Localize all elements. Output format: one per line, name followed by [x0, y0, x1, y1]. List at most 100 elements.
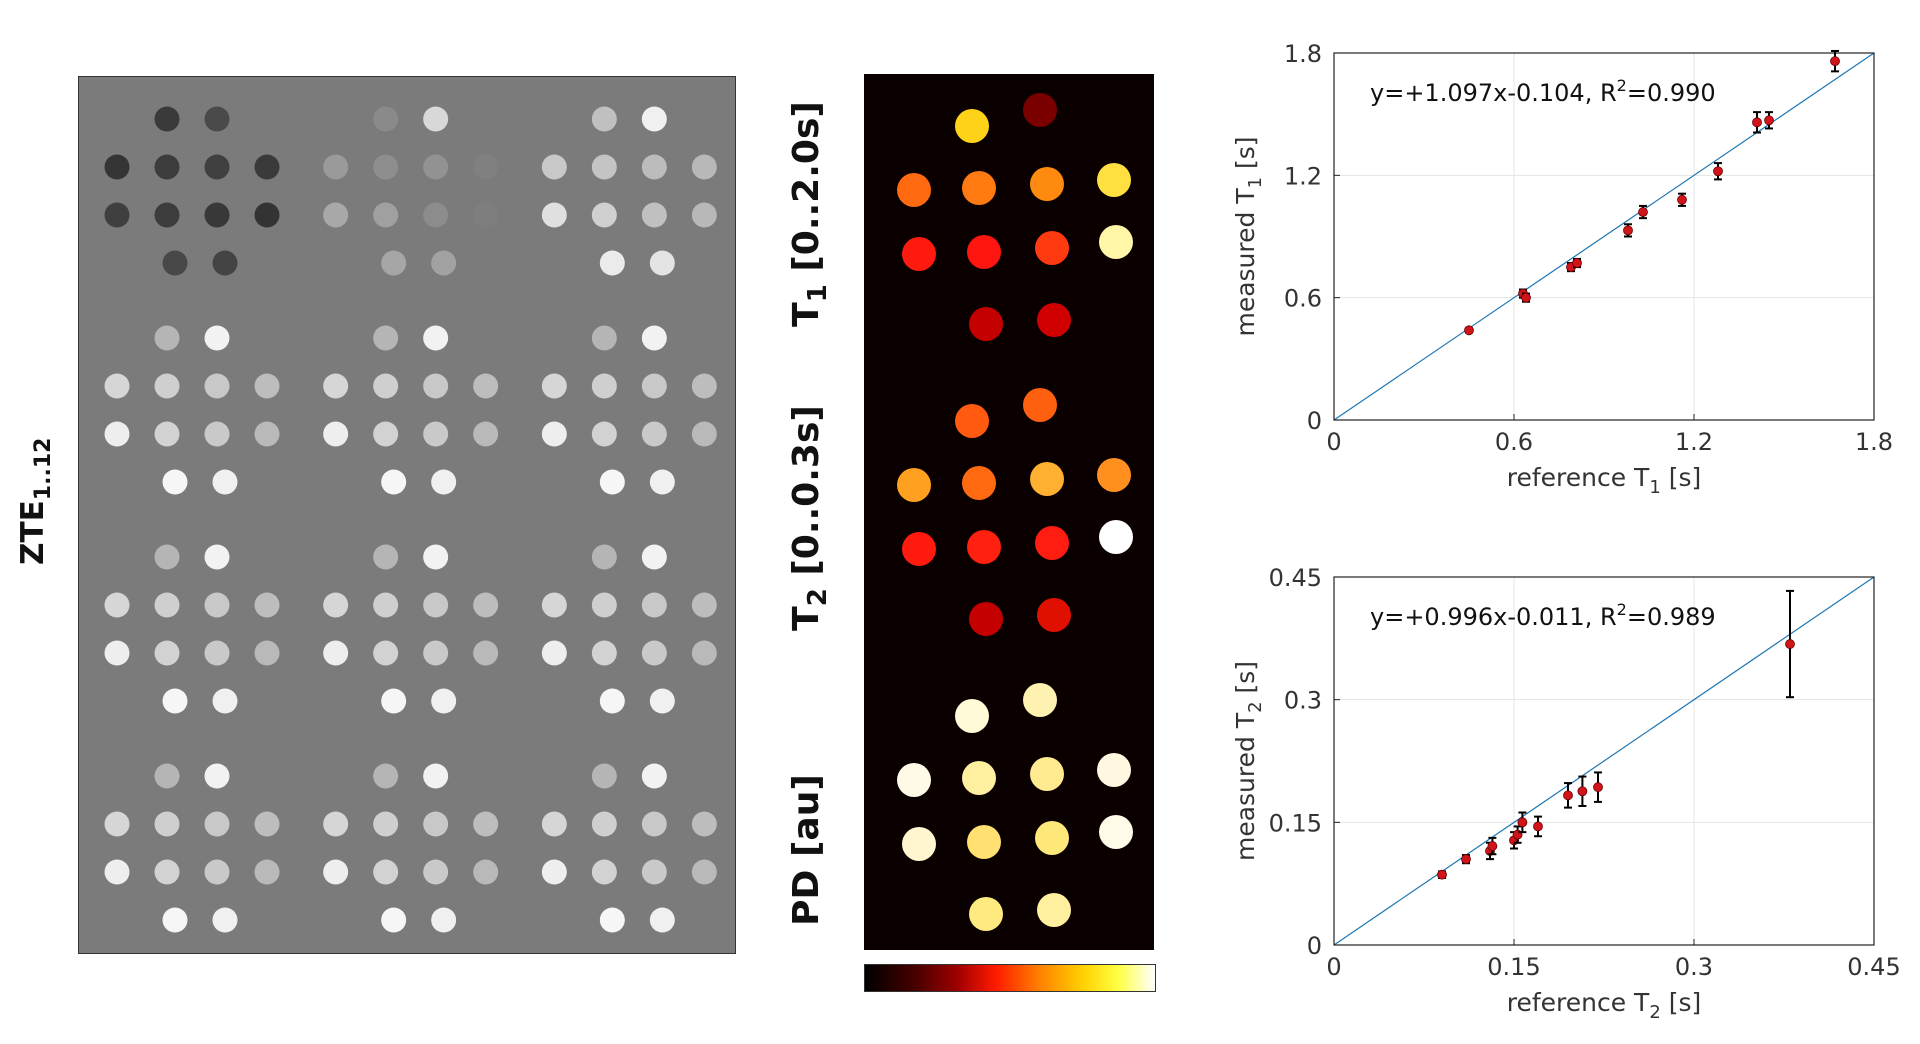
data-point	[1437, 869, 1447, 880]
zte-vial	[423, 106, 449, 132]
hot-colorbar	[864, 964, 1156, 992]
zte-vial	[154, 544, 180, 570]
zte-vial	[431, 469, 457, 495]
zte-vial	[154, 106, 180, 132]
zte-vial	[323, 640, 349, 666]
data-point	[1713, 166, 1723, 177]
y-tick-label: 0.45	[1269, 564, 1322, 592]
zte-vial	[212, 250, 238, 276]
map-vial	[955, 404, 989, 438]
map-vial	[1097, 753, 1131, 787]
y-tick-label: 1.8	[1284, 40, 1322, 68]
map-vial	[969, 307, 1003, 341]
map-vial	[1030, 757, 1064, 791]
zte-vial	[599, 688, 625, 714]
zte-vial	[473, 373, 499, 399]
zte-vial	[154, 640, 180, 666]
map-vial	[955, 699, 989, 733]
map-vial	[967, 530, 1001, 564]
zte-vial	[323, 373, 349, 399]
zte-vial	[254, 592, 280, 618]
zte-vial	[323, 154, 349, 180]
map-vial	[1035, 526, 1069, 560]
x-tick-label: 0	[1326, 428, 1341, 456]
zte-vial	[691, 811, 717, 837]
zte-vial	[104, 421, 130, 447]
x-tick-label: 0.15	[1487, 953, 1540, 981]
zte-vial	[423, 640, 449, 666]
zte-vial	[323, 421, 349, 447]
zte-vial	[591, 325, 617, 351]
zte-vial	[154, 763, 180, 789]
zte-vial	[154, 592, 180, 618]
map-vial	[897, 763, 931, 797]
map-vial	[1023, 683, 1057, 717]
zte-vial	[691, 421, 717, 447]
zte-vial	[541, 859, 567, 885]
zte-vial	[373, 421, 399, 447]
zte-vial	[473, 640, 499, 666]
map-vial	[1097, 458, 1131, 492]
data-point	[1785, 639, 1795, 649]
zte-vial	[591, 373, 617, 399]
map-vial	[1023, 388, 1057, 422]
zte-phantom-image	[104, 106, 717, 933]
zte-vial	[373, 592, 399, 618]
zte-vial	[691, 640, 717, 666]
zte-vial	[423, 154, 449, 180]
t1-label-main: T	[786, 302, 827, 327]
zte-axis-label: ZTE1..12	[15, 438, 56, 565]
x-tick-label: 0.3	[1675, 953, 1713, 981]
data-point	[1577, 786, 1588, 797]
zte-vial	[154, 202, 180, 228]
zte-vial	[541, 154, 567, 180]
zte-vial	[591, 154, 617, 180]
zte-vial	[162, 688, 188, 714]
t2-scatter-chart: 00 0.15 0.15 0.3 0.3 0.45 0.45 y=+0.996x-0.011,…	[1231, 564, 1901, 1023]
zte-vial	[381, 688, 407, 714]
data-point	[1487, 841, 1498, 851]
map-vial	[955, 109, 989, 143]
zte-vial	[162, 907, 188, 933]
y-tick-label: 1.2	[1284, 162, 1322, 190]
data-point	[1638, 207, 1648, 217]
zte-vial	[641, 106, 667, 132]
zte-vial	[641, 811, 667, 837]
map-vial	[897, 173, 931, 207]
pd-label-text: PD [au]	[786, 774, 827, 926]
zte-vial	[473, 154, 499, 180]
zte-vial	[591, 202, 617, 228]
zte-vial	[204, 859, 230, 885]
t1-label-range: [0..2.0s]	[786, 101, 827, 285]
map-vial	[1037, 893, 1071, 927]
zte-vial	[591, 106, 617, 132]
zte-vial	[373, 373, 399, 399]
data-point	[1563, 790, 1573, 801]
zte-vial	[154, 154, 180, 180]
zte-vial	[373, 811, 399, 837]
map-vial	[1097, 163, 1131, 197]
zte-vial	[212, 469, 238, 495]
zte-vial	[691, 592, 717, 618]
t2-label-sub: 2	[803, 588, 834, 607]
data-point	[1593, 782, 1603, 793]
zte-vial	[254, 859, 280, 885]
data-point	[1830, 56, 1840, 67]
zte-vial	[381, 469, 407, 495]
zte-vial	[154, 859, 180, 885]
zte-vial	[431, 907, 457, 933]
zte-vial	[423, 544, 449, 570]
map-vial	[969, 897, 1003, 931]
t2-map-label: T2 [0..0.3s]	[786, 388, 834, 648]
axes-box	[1333, 576, 1875, 946]
zte-vial	[473, 811, 499, 837]
data-point	[1623, 225, 1633, 236]
data-point	[1752, 117, 1762, 128]
data-point	[1764, 115, 1774, 126]
zte-vial	[423, 811, 449, 837]
map-vial	[962, 761, 996, 795]
zte-vial	[541, 640, 567, 666]
zte-vial	[641, 373, 667, 399]
zte-vial	[373, 202, 399, 228]
zte-vial	[641, 421, 667, 447]
